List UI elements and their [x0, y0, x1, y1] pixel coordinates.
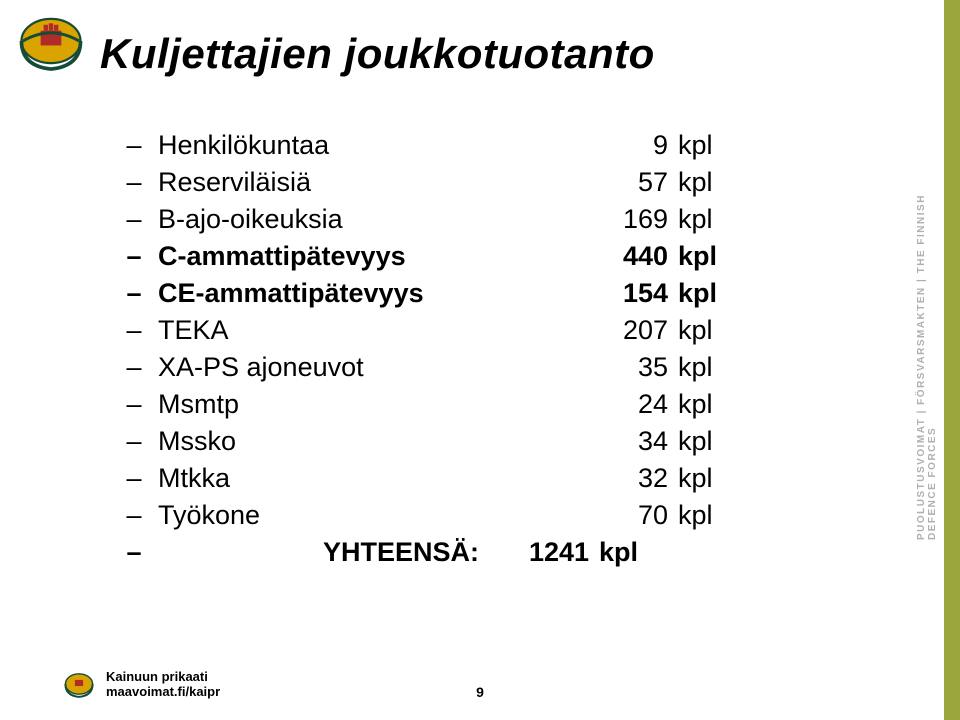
list-dash: – [110, 426, 158, 457]
list-item: –Työkone70kpl [110, 500, 850, 531]
list-value: 70 [558, 500, 678, 531]
list-value: 24 [558, 389, 678, 420]
list-unit: kpl [678, 352, 738, 383]
list-label: Mssko [158, 426, 558, 457]
total-label: YHTEENSÄ: [158, 537, 479, 568]
footer: Kainuun prikaati maavoimat.fi/kaipr [62, 669, 220, 700]
list-value: 57 [558, 167, 678, 198]
list-value: 169 [558, 204, 678, 235]
list-unit: kpl [678, 167, 738, 198]
list-value: 32 [558, 463, 678, 494]
total-value: 1241 [479, 537, 599, 568]
list-value: 207 [558, 315, 678, 346]
list-item: –Mtkka32kpl [110, 463, 850, 494]
list-label: Työkone [158, 500, 558, 531]
list-item: –C-ammattipätevyys440kpl [110, 241, 850, 272]
list-item: –CE-ammattipätevyys154kpl [110, 278, 850, 309]
list-value: 9 [558, 130, 678, 161]
list-unit: kpl [678, 315, 738, 346]
list-unit: kpl [678, 130, 738, 161]
list-dash: – [110, 130, 158, 161]
list-label: Msmtp [158, 389, 558, 420]
accent-bar [944, 0, 960, 720]
list-value: 440 [558, 241, 678, 272]
total-unit: kpl [599, 537, 659, 568]
list-item: –Reserviläisiä57kpl [110, 167, 850, 198]
data-list: –Henkilökuntaa9kpl–Reserviläisiä57kpl–B-… [110, 130, 850, 568]
list-label: XA-PS ajoneuvot [158, 352, 558, 383]
total-row: –YHTEENSÄ:1241kpl [110, 537, 850, 568]
footer-line-1: Kainuun prikaati [106, 669, 220, 685]
list-dash: – [110, 241, 158, 272]
footer-text: Kainuun prikaati maavoimat.fi/kaipr [106, 669, 220, 700]
list-label: Henkilökuntaa [158, 130, 558, 161]
side-text-b: FÖRSVARSMAKTEN [916, 286, 927, 405]
list-label: Mtkka [158, 463, 558, 494]
list-label: B-ajo-oikeuksia [158, 204, 558, 235]
list-unit: kpl [678, 204, 738, 235]
list-dash: – [110, 537, 158, 568]
side-text-a: PUOLUSTUSVOIMAT [916, 418, 927, 540]
list-unit: kpl [678, 389, 738, 420]
list-item: –Mssko34kpl [110, 426, 850, 457]
footer-logo-icon [62, 669, 96, 699]
list-unit: kpl [678, 278, 738, 309]
list-dash: – [110, 463, 158, 494]
list-value: 35 [558, 352, 678, 383]
list-label: CE-ammattipätevyys [158, 278, 558, 309]
list-item: –Msmtp24kpl [110, 389, 850, 420]
slide-title: Kuljettajien joukkotuotanto [100, 30, 655, 78]
list-label: C-ammattipätevyys [158, 241, 558, 272]
list-value: 154 [558, 278, 678, 309]
list-dash: – [110, 315, 158, 346]
list-dash: – [110, 352, 158, 383]
page-number: 9 [476, 684, 484, 700]
list-item: –TEKA207kpl [110, 315, 850, 346]
list-item: –B-ajo-oikeuksia169kpl [110, 204, 850, 235]
list-dash: – [110, 389, 158, 420]
list-dash: – [110, 500, 158, 531]
list-dash: – [110, 167, 158, 198]
list-value: 34 [558, 426, 678, 457]
list-dash: – [110, 204, 158, 235]
brigade-logo [14, 10, 88, 72]
list-dash: – [110, 278, 158, 309]
list-unit: kpl [678, 463, 738, 494]
list-unit: kpl [678, 500, 738, 531]
list-item: –XA-PS ajoneuvot35kpl [110, 352, 850, 383]
list-item: –Henkilökuntaa9kpl [110, 130, 850, 161]
list-unit: kpl [678, 426, 738, 457]
list-unit: kpl [678, 241, 738, 272]
list-label: TEKA [158, 315, 558, 346]
side-branding: PUOLUSTUSVOIMAT | FÖRSVARSMAKTEN | THE F… [916, 180, 938, 540]
footer-line-2: maavoimat.fi/kaipr [106, 684, 220, 700]
list-label: Reserviläisiä [158, 167, 558, 198]
